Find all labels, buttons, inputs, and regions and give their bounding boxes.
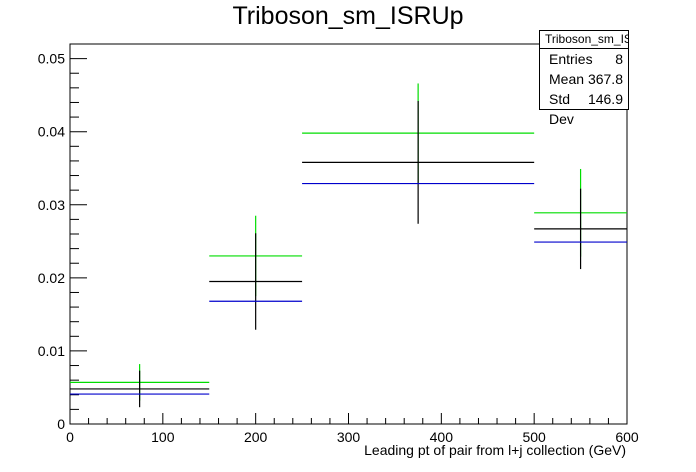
y-tick-label: 0.02 <box>38 270 65 286</box>
x-tick-label: 200 <box>244 429 268 445</box>
x-tick-label: 600 <box>615 429 639 445</box>
stats-box-title: Triboson_sm_ISRUp <box>540 31 628 49</box>
y-tick-label: 0.05 <box>38 51 65 67</box>
stats-value-mean: 367.8 <box>587 71 623 87</box>
x-tick-label: 300 <box>337 429 361 445</box>
x-tick-label: 0 <box>66 429 74 445</box>
stats-label-stddev: Std Dev <box>549 91 574 127</box>
stats-label-mean: Mean <box>549 71 585 87</box>
y-tick-label: 0 <box>57 416 65 432</box>
x-tick-label: 100 <box>151 429 175 445</box>
y-tick-label: 0.01 <box>38 343 65 359</box>
stats-label-entries: Entries <box>549 51 593 67</box>
x-tick-label: 500 <box>522 429 546 445</box>
stats-row-entries: Entries 8 <box>540 49 628 69</box>
y-tick-label: 0.03 <box>38 197 65 213</box>
x-tick-label: 400 <box>430 429 454 445</box>
stats-row-stddev: Std Dev 146.9 <box>540 89 628 127</box>
stats-value-entries: 8 <box>615 51 623 67</box>
y-tick-label: 0.04 <box>38 124 65 140</box>
x-axis-label: Leading pt of pair from l+j collection (… <box>364 442 626 458</box>
stats-box: Triboson_sm_ISRUp Entries 8 Mean 367.8 S… <box>539 30 629 127</box>
chart-title: Triboson_sm_ISRUp <box>232 2 464 30</box>
stats-value-stddev: 146.9 <box>587 91 623 107</box>
stats-row-mean: Mean 367.8 <box>540 69 628 89</box>
